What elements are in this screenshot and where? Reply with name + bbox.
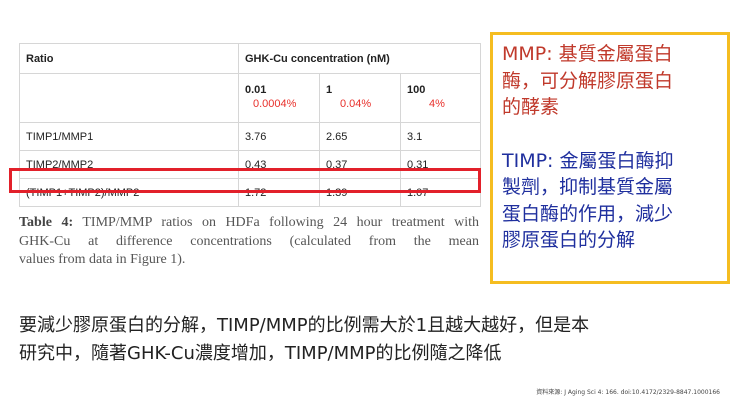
concentration-value: 1: [326, 84, 333, 96]
definition-note-box: MMP: 基質金屬蛋白 酶，可分解膠原蛋白 的酵素 TIMP: 金屬蛋白酶抑 製…: [490, 32, 730, 284]
caption-label: Table 4:: [19, 215, 74, 230]
conclusion-text: 要減少膠原蛋白的分解，TIMP/MMP的比例需大於1且越大越好，但是本 研究中，…: [19, 312, 734, 368]
header-ratio: Ratio: [19, 43, 239, 74]
caption-line: values from data in Figure 1).: [19, 252, 186, 267]
table-row: TIMP2/MMP2 0.43 0.37 0.31: [19, 150, 481, 179]
row-label: TIMP1/MMP1: [19, 122, 239, 151]
caption-line: Table 4: TIMP/MMP ratios on HDFa followi…: [19, 214, 479, 233]
table-cell: 0.31: [400, 150, 481, 179]
table-cell: 0.43: [238, 150, 320, 179]
concentration-row: 0.01 0.0004% 1 0.04% 100 4%: [19, 73, 481, 123]
conclusion-line: 研究中，隨著GHK-Cu濃度增加，TIMP/MMP的比例隨之降低: [19, 343, 502, 364]
percent-annotation: 0.0004%: [253, 98, 297, 110]
source-citation: 資料來源: J Aging Sci 4: 166. doi:10.4172/23…: [536, 389, 720, 396]
concentration-cell: 100 4%: [400, 73, 481, 123]
table-row: TIMP1/MMP1 3.76 2.65 3.1: [19, 122, 481, 151]
table-cell: 3.1: [400, 122, 481, 151]
highlight-box: [9, 168, 481, 193]
concentration-row-empty: [19, 73, 239, 123]
note-line: MMP: 基質金屬蛋白: [502, 43, 673, 65]
note-line: 製劑，抑制基質金屬: [502, 176, 674, 198]
note-line: 酶，可分解膠原蛋白: [502, 69, 674, 92]
percent-annotation: 4%: [429, 98, 445, 110]
timp-definition: TIMP: 金屬蛋白酶抑 製劑，抑制基質金屬 蛋白酶的作用，減少 膠原蛋白的分解: [502, 148, 719, 254]
header-concentration: GHK-Cu concentration (nM): [238, 43, 481, 74]
note-line: 的酵素: [502, 96, 560, 118]
conclusion-line: 要減少膠原蛋白的分解，TIMP/MMP的比例需大於1且越大越好，但是本: [19, 315, 590, 336]
concentration-value: 0.01: [245, 84, 267, 96]
table-header-row: Ratio GHK-Cu concentration (nM): [19, 43, 481, 74]
concentration-cell: 1 0.04%: [319, 73, 401, 123]
percent-annotation: 0.04%: [340, 98, 372, 110]
caption-line: GHK-Cu at difference concentrations (cal…: [19, 233, 479, 249]
table-cell: 3.76: [238, 122, 320, 151]
caption-text: TIMP/MMP ratios on HDFa following 24 hou…: [82, 215, 480, 230]
table-caption: Table 4: TIMP/MMP ratios on HDFa followi…: [19, 214, 479, 270]
concentration-value: 100: [407, 84, 426, 96]
note-line: 蛋白酶的作用，減少: [502, 202, 674, 225]
row-label: TIMP2/MMP2: [19, 150, 239, 179]
table-cell: 2.65: [319, 122, 401, 151]
note-line: TIMP: 金屬蛋白酶抑: [502, 149, 674, 172]
concentration-cell: 0.01 0.0004%: [238, 73, 320, 123]
mmp-definition: MMP: 基質金屬蛋白 酶，可分解膠原蛋白 的酵素: [502, 41, 719, 121]
note-line: 膠原蛋白的分解: [502, 229, 636, 251]
